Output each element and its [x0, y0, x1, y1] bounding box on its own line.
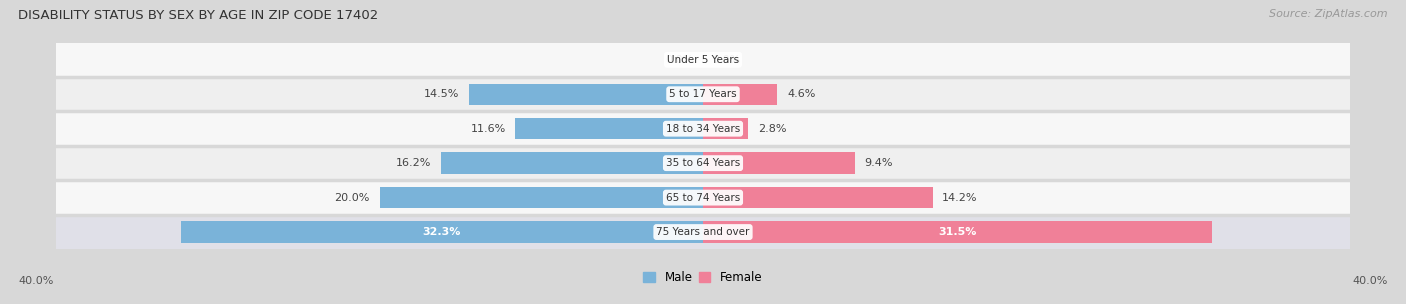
Bar [56, 146, 1350, 180]
Text: 0.0%: 0.0% [713, 55, 741, 65]
Text: 0.0%: 0.0% [665, 55, 693, 65]
Bar [56, 77, 1350, 112]
Text: 18 to 34 Years: 18 to 34 Years [666, 124, 740, 134]
Text: 5 to 17 Years: 5 to 17 Years [669, 89, 737, 99]
Text: 14.5%: 14.5% [423, 89, 458, 99]
Text: 40.0%: 40.0% [18, 276, 53, 286]
Text: 75 Years and over: 75 Years and over [657, 227, 749, 237]
Text: 31.5%: 31.5% [938, 227, 977, 237]
Bar [181, 221, 703, 243]
Bar [516, 118, 703, 139]
Bar [703, 153, 855, 174]
Text: 4.6%: 4.6% [787, 89, 815, 99]
Bar [380, 187, 703, 208]
Text: 65 to 74 Years: 65 to 74 Years [666, 193, 740, 202]
Text: 2.8%: 2.8% [758, 124, 786, 134]
Bar [56, 112, 1350, 146]
Text: 35 to 64 Years: 35 to 64 Years [666, 158, 740, 168]
Text: 16.2%: 16.2% [396, 158, 432, 168]
Bar [703, 221, 1212, 243]
Text: 32.3%: 32.3% [423, 227, 461, 237]
Bar [56, 180, 1350, 215]
Text: 11.6%: 11.6% [471, 124, 506, 134]
Bar [56, 215, 1350, 249]
Text: 40.0%: 40.0% [1353, 276, 1388, 286]
Text: 9.4%: 9.4% [865, 158, 893, 168]
Legend: Male, Female: Male, Female [638, 266, 768, 289]
Bar [468, 84, 703, 105]
Bar [703, 118, 748, 139]
Text: 14.2%: 14.2% [942, 193, 977, 202]
Bar [441, 153, 703, 174]
Bar [56, 43, 1350, 77]
Text: 20.0%: 20.0% [335, 193, 370, 202]
Text: Source: ZipAtlas.com: Source: ZipAtlas.com [1270, 9, 1388, 19]
Bar [703, 84, 778, 105]
Bar [703, 187, 932, 208]
Text: DISABILITY STATUS BY SEX BY AGE IN ZIP CODE 17402: DISABILITY STATUS BY SEX BY AGE IN ZIP C… [18, 9, 378, 22]
Text: Under 5 Years: Under 5 Years [666, 55, 740, 65]
